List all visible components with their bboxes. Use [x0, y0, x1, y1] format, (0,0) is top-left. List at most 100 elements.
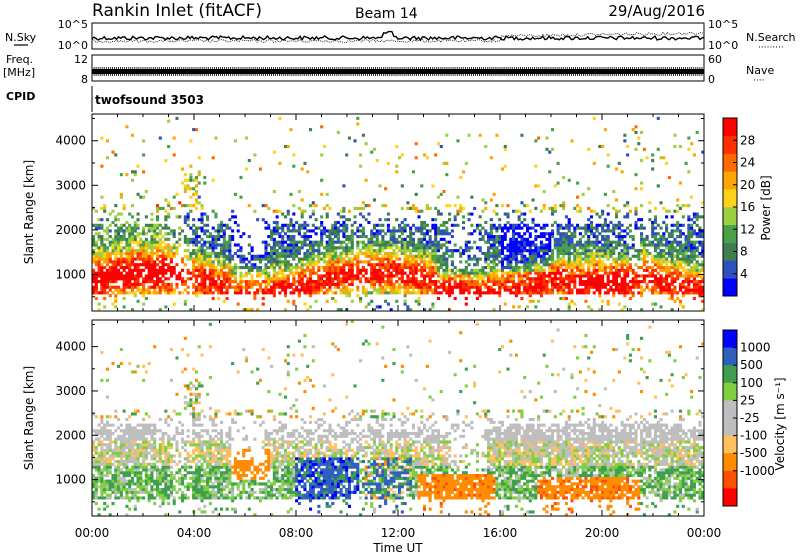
heatmap-cell: [645, 235, 649, 239]
heatmap-cell: [119, 265, 123, 270]
heatmap-cell: [609, 229, 613, 233]
heatmap-cell: [542, 232, 546, 236]
heatmap-cell: [659, 237, 663, 241]
heatmap-cell: [687, 274, 691, 278]
heatmap-cell: [428, 280, 432, 284]
heatmap-cell: [169, 251, 173, 256]
heatmap-cell: [517, 285, 521, 289]
heatmap-cell: [606, 280, 610, 284]
heatmap-cell: [409, 271, 413, 275]
heatmap-cell: [598, 254, 602, 258]
heatmap-cell: [581, 265, 585, 270]
heatmap-cell: [626, 254, 630, 258]
heatmap-cell: [606, 249, 610, 253]
heatmap-cell: [681, 274, 685, 278]
heatmap-cell: [662, 268, 666, 272]
heatmap-cell: [175, 192, 179, 196]
heatmap-cell: [372, 282, 377, 286]
heatmap-cell: [372, 243, 377, 247]
heatmap-cell: [459, 288, 463, 292]
heatmap-cell: [308, 243, 313, 247]
heatmap-cell: [253, 296, 257, 301]
heatmap-cell: [653, 232, 658, 236]
heatmap-cell: [520, 220, 524, 225]
heatmap-cell: [361, 274, 365, 278]
heatmap-cell: [283, 260, 288, 264]
heatmap-cell: [300, 223, 304, 227]
heatmap-cell: [653, 246, 658, 250]
heatmap-cell: [634, 280, 638, 284]
heatmap-cell: [681, 215, 685, 219]
heatmap-cell: [392, 260, 396, 264]
heatmap-cell: [331, 246, 335, 250]
heatmap-cell: [400, 246, 404, 250]
heatmap-cell: [125, 246, 129, 250]
heatmap-cell: [130, 277, 135, 281]
heatmap-cell: [423, 226, 427, 230]
heatmap-cell: [439, 291, 443, 295]
heatmap-cell: [381, 285, 385, 289]
heatmap-cell: [634, 130, 638, 134]
heatmap-cell: [687, 291, 691, 295]
heatmap-cell: [489, 280, 493, 284]
heatmap-cell: [375, 254, 379, 258]
heatmap-cell: [409, 285, 413, 289]
heatmap-cell: [311, 263, 315, 267]
heatmap-cell: [537, 136, 541, 140]
heatmap-cell: [414, 156, 418, 160]
heatmap-cell: [119, 291, 123, 295]
heatmap-cell: [295, 251, 299, 256]
heatmap-cell: [400, 226, 404, 230]
heatmap-cell: [545, 288, 549, 292]
heatmap-cell: [578, 288, 582, 292]
heatmap-cell: [581, 271, 585, 275]
heatmap-cell: [573, 302, 577, 306]
heatmap-cell: [247, 243, 251, 247]
heatmap-cell: [603, 263, 607, 267]
heatmap-cell: [626, 257, 630, 261]
heatmap-cell: [231, 215, 235, 219]
heatmap-cell: [236, 265, 240, 270]
heatmap-cell: [308, 257, 313, 261]
heatmap-cell: [587, 147, 591, 151]
heatmap-cell: [119, 482, 123, 486]
heatmap-cell: [125, 277, 129, 281]
heatmap-cell: [339, 268, 343, 272]
heatmap-cell: [439, 246, 443, 250]
heatmap-cell: [345, 229, 349, 233]
heatmap-cell: [133, 274, 137, 278]
heatmap-cell: [128, 232, 132, 236]
heatmap-cell: [453, 296, 457, 301]
heatmap-cell: [414, 271, 418, 275]
heatmap-cell: [350, 257, 354, 261]
heatmap-cell: [559, 280, 563, 284]
heatmap-cell: [498, 251, 502, 256]
heatmap-cell: [409, 263, 413, 267]
heatmap-cell: [398, 229, 402, 233]
heatmap-cell: [144, 263, 148, 267]
heatmap-cell: [517, 280, 521, 284]
heatmap-cell: [122, 251, 126, 256]
heatmap-cell: [103, 465, 107, 469]
heatmap-cell: [334, 251, 338, 256]
heatmap-cell: [281, 263, 285, 267]
heatmap-cell: [314, 285, 318, 289]
heatmap-cell: [378, 282, 382, 286]
heatmap-cell: [103, 496, 107, 500]
heatmap-cell: [537, 285, 541, 289]
heatmap-cell: [311, 243, 315, 247]
heatmap-cell: [453, 285, 457, 289]
heatmap-cell: [136, 192, 140, 196]
heatmap-cell: [512, 249, 516, 253]
heatmap-cell: [601, 226, 605, 230]
heatmap-cell: [203, 223, 207, 227]
heatmap-cell: [439, 265, 443, 270]
heatmap-cell: [534, 263, 538, 267]
heatmap-cell: [670, 229, 674, 233]
heatmap-cell: [153, 223, 157, 227]
heatmap-cell: [551, 257, 555, 261]
heatmap-cell: [389, 246, 393, 250]
heatmap-cell: [414, 282, 418, 286]
heatmap-cell: [628, 296, 632, 301]
heatmap-cell: [359, 235, 363, 239]
